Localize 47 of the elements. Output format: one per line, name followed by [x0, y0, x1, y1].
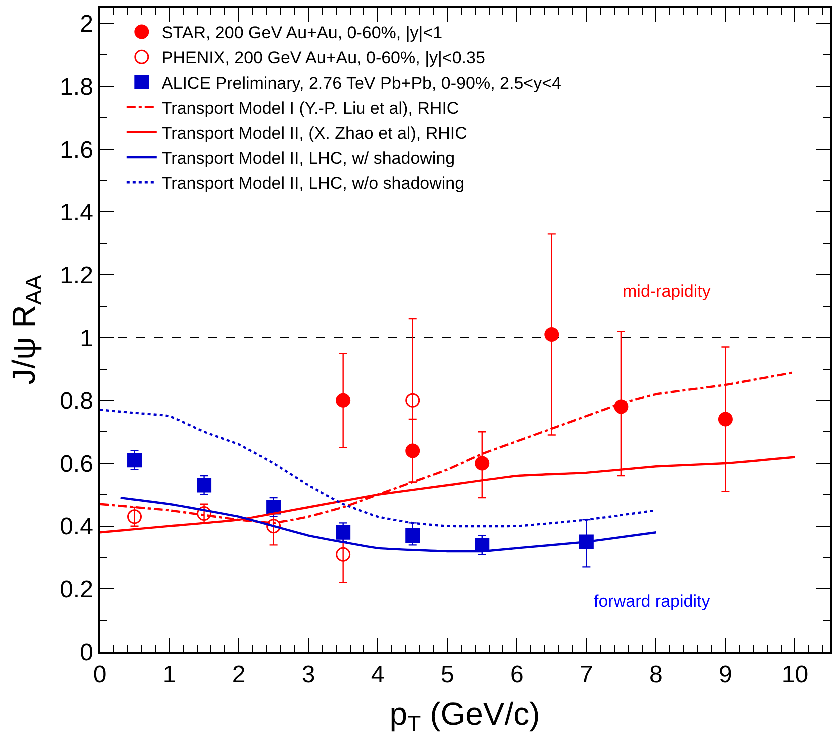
y-tick-label: 1	[80, 325, 94, 352]
x-tick-label: 7	[580, 662, 594, 689]
point	[128, 453, 142, 468]
point	[266, 500, 282, 515]
y-tick-label: 0.8	[60, 388, 94, 416]
y-tick-label: 1.8	[60, 74, 94, 101]
line-series	[120, 496, 658, 553]
y-tick-label: 0.4	[60, 514, 94, 541]
x-tick-label: 8	[650, 662, 663, 689]
point	[718, 412, 733, 427]
x-tick-label: 4	[371, 662, 385, 689]
point	[336, 393, 351, 408]
point	[475, 456, 490, 471]
annotation: mid-rapidity	[623, 282, 712, 301]
legend-label: Transport Model II, LHC, w/o shadowing	[162, 174, 465, 194]
x-tick-label: 3	[302, 662, 316, 689]
legend-label: PHENIX, 200 GeV Au+Au, 0-60%, |y|<0.35	[162, 48, 486, 68]
legend-label: Transport Model II, (X. Zhao et al), RHIC	[162, 124, 468, 144]
point	[336, 525, 351, 540]
point	[406, 444, 420, 458]
legend-label: STAR, 200 GeV Au+Au, 0-60%, |y|<1	[162, 24, 443, 43]
legend-label: ALICE Preliminary, 2.76 TeV Pb+Pb, 0-90%, 2.5<y<4	[162, 74, 562, 93]
annotation: forward rapidity	[594, 592, 711, 611]
point	[266, 519, 282, 534]
point	[197, 478, 212, 493]
x-tick-label: 2	[232, 662, 246, 689]
x-tick-label: 5	[440, 662, 454, 689]
x-tick-label: 6	[510, 662, 524, 689]
point	[128, 510, 142, 524]
point	[197, 506, 212, 522]
y-tick-label: 1.6	[60, 136, 94, 164]
y-tick-label: 2	[80, 11, 94, 38]
y-tick-label: 0.6	[60, 450, 94, 478]
x-tick-label: 9	[719, 662, 732, 689]
x-tick-label: 10	[782, 662, 809, 689]
legend-label: Transport Model II, LHC, w/ shadowing	[162, 149, 456, 168]
legend-label: Transport Model I (Y.-P. Liu et al), RHIC	[162, 98, 460, 118]
y-tick-label: 1.2	[60, 262, 94, 290]
y-tick-label: 0	[80, 639, 94, 666]
point	[336, 547, 351, 562]
x-tick-label: 1	[162, 662, 176, 689]
y-tick-label: 1.4	[60, 200, 94, 227]
point	[406, 393, 420, 408]
point	[544, 327, 560, 342]
x-axis-title: p$_{T}$ (GeV/c)	[390, 696, 540, 737]
point	[406, 528, 420, 544]
y-tick-label: 0.2	[60, 576, 94, 604]
